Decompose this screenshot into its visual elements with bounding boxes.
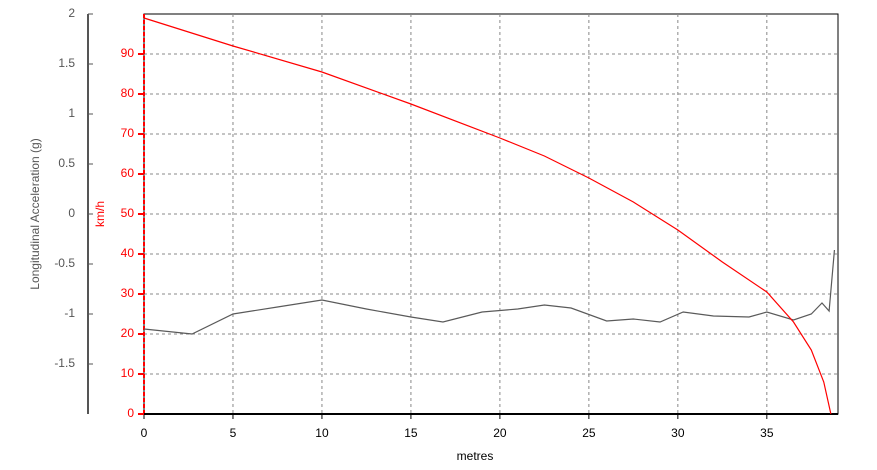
y2-tick-label: 60 [121,166,135,180]
y2-axis-label: km/h [93,201,107,227]
data-line [143,17,832,415]
y-tick-label: 0.5 [58,156,75,170]
x-axis-label: metres [457,449,494,463]
y2-tick-label: 90 [121,46,135,60]
y-tick-label: 1.5 [58,56,75,70]
y-tick-label: -1.5 [54,356,75,370]
y2-tick-label: 0 [127,406,134,420]
x-tick-label: 15 [404,426,418,440]
y-tick-label: -0.5 [54,256,75,270]
y2-tick-label: 30 [121,286,135,300]
x-tick-label: 30 [671,426,685,440]
y-tick-label: 1 [68,106,75,120]
x-tick-label: 25 [582,426,596,440]
x-tick-label: 20 [493,426,507,440]
y-tick-label: -1 [64,306,75,320]
data-line [143,249,836,335]
y-axis-label: Longitudinal Acceleration (g) [28,138,42,289]
y2-tick-label: 70 [121,126,135,140]
y-tick-label: 2 [68,6,75,20]
y2-tick-label: 20 [121,326,135,340]
y-tick-label: 0 [68,206,75,220]
y2-tick-label: 50 [121,206,135,220]
x-tick-label: 10 [315,426,329,440]
y2-tick-label: 80 [121,86,135,100]
x-tick-label: 35 [760,426,774,440]
y2-tick-label: 10 [121,366,135,380]
x-tick-label: 0 [141,426,148,440]
x-tick-label: 5 [230,426,237,440]
y2-tick-label: 40 [121,246,135,260]
